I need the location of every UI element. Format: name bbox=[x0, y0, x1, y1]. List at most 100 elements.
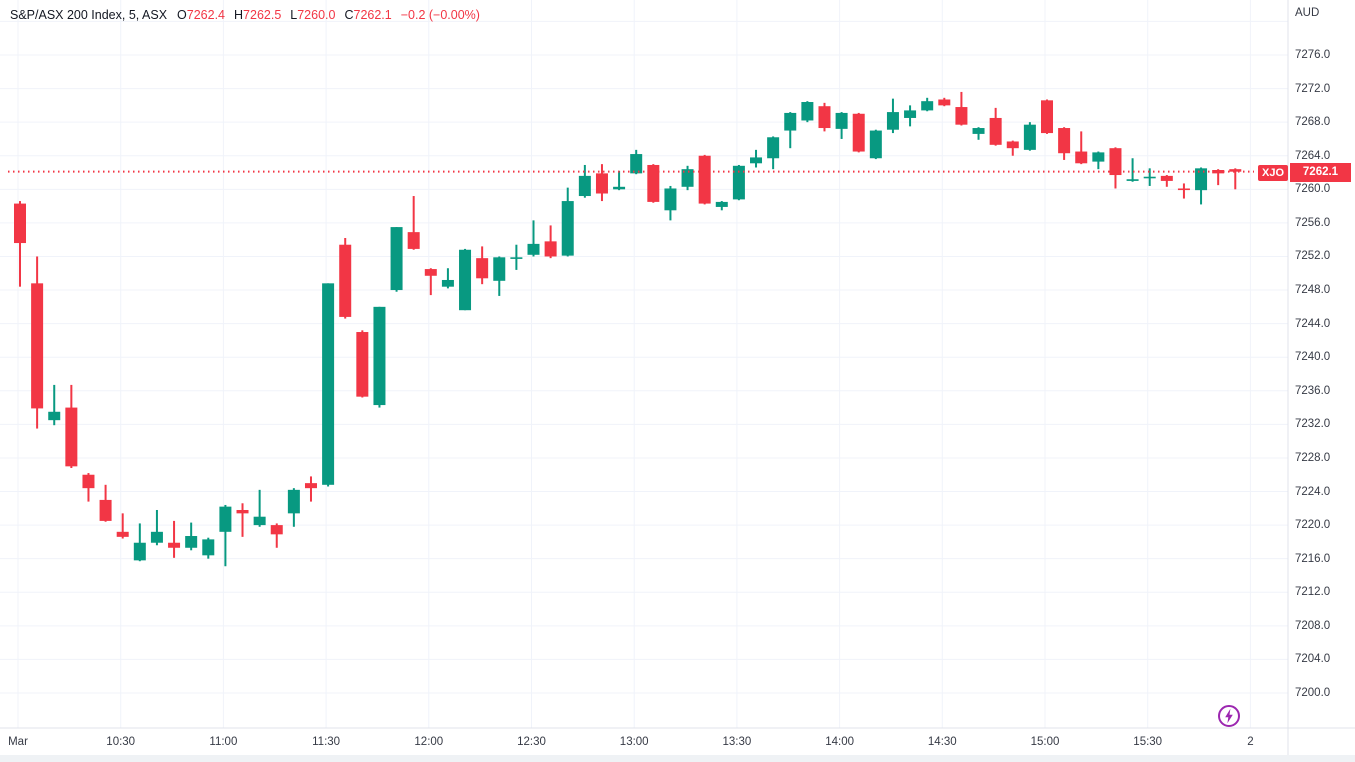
candle[interactable] bbox=[407, 196, 420, 250]
candle[interactable] bbox=[595, 164, 608, 202]
candle[interactable] bbox=[784, 112, 797, 149]
candle[interactable] bbox=[82, 473, 95, 502]
candle[interactable] bbox=[630, 149, 643, 175]
price-tick-label: 7208.0 bbox=[1295, 619, 1331, 632]
candle[interactable] bbox=[339, 238, 352, 319]
candle[interactable] bbox=[510, 244, 523, 270]
candle[interactable] bbox=[972, 127, 985, 140]
vertical-gridlines bbox=[17, 0, 1251, 728]
candle[interactable] bbox=[1229, 168, 1242, 190]
candle[interactable] bbox=[356, 330, 369, 398]
candle[interactable] bbox=[869, 129, 882, 160]
candle[interactable] bbox=[1109, 147, 1122, 189]
candle[interactable] bbox=[1023, 122, 1036, 151]
candle[interactable] bbox=[185, 522, 198, 551]
legend-ohlc-item: O7262.4 bbox=[177, 8, 226, 22]
candle[interactable] bbox=[938, 97, 951, 107]
candle[interactable] bbox=[750, 149, 763, 168]
bottom-edge bbox=[0, 755, 1355, 762]
candle[interactable] bbox=[835, 112, 848, 139]
candle[interactable] bbox=[304, 476, 317, 502]
candle[interactable] bbox=[698, 154, 711, 205]
candle[interactable] bbox=[424, 268, 437, 296]
candle[interactable] bbox=[99, 484, 112, 522]
candle[interactable] bbox=[715, 201, 728, 211]
candle[interactable] bbox=[373, 306, 386, 408]
legend-ohlc-item: H7262.5 bbox=[234, 8, 282, 22]
candle[interactable] bbox=[527, 220, 540, 257]
candle[interactable] bbox=[48, 384, 61, 426]
candle[interactable] bbox=[493, 256, 506, 296]
candle[interactable] bbox=[613, 170, 626, 191]
candle[interactable] bbox=[647, 164, 660, 203]
legend-ohlc-item: L7260.0 bbox=[290, 8, 336, 22]
candle[interactable] bbox=[852, 112, 865, 153]
legend-symbol-title[interactable]: S&P/ASX 200 Index, 5, ASX bbox=[10, 8, 168, 22]
time-tick-label: Mar bbox=[8, 736, 28, 748]
candle[interactable] bbox=[818, 102, 831, 132]
candle[interactable] bbox=[1041, 99, 1054, 134]
time-tick-label: 14:30 bbox=[927, 736, 957, 748]
candle[interactable] bbox=[236, 503, 249, 537]
candle[interactable] bbox=[219, 504, 232, 567]
candle[interactable] bbox=[1126, 158, 1139, 182]
time-tick-label: 12:30 bbox=[517, 736, 546, 748]
time-tick-label: 10:30 bbox=[106, 736, 136, 748]
price-tick-label: 7232.0 bbox=[1295, 418, 1331, 431]
candle[interactable] bbox=[544, 225, 557, 259]
candle[interactable] bbox=[801, 101, 814, 123]
time-tick-label: 11:00 bbox=[209, 736, 238, 748]
candle[interactable] bbox=[955, 91, 968, 126]
candle[interactable] bbox=[1143, 168, 1156, 186]
candle[interactable] bbox=[1006, 140, 1019, 156]
candle[interactable] bbox=[664, 185, 677, 221]
price-tick-label: 7252.0 bbox=[1295, 250, 1331, 263]
time-tick-label: 13:30 bbox=[722, 736, 752, 748]
candle[interactable] bbox=[270, 523, 283, 548]
price-tick-label: 7220.0 bbox=[1295, 519, 1331, 532]
candle[interactable] bbox=[767, 136, 780, 170]
candle[interactable] bbox=[150, 509, 163, 546]
candle[interactable] bbox=[476, 246, 489, 285]
candle[interactable] bbox=[904, 105, 917, 127]
candle[interactable] bbox=[989, 107, 1002, 146]
candle[interactable] bbox=[1177, 183, 1190, 199]
candle[interactable] bbox=[1092, 151, 1105, 170]
candle[interactable] bbox=[287, 488, 300, 527]
candle[interactable] bbox=[681, 165, 694, 191]
candle[interactable] bbox=[1058, 127, 1071, 160]
candle[interactable] bbox=[14, 201, 26, 287]
candle[interactable] bbox=[561, 187, 574, 257]
time-tick-label: 15:00 bbox=[1030, 736, 1060, 748]
candle[interactable] bbox=[578, 164, 591, 198]
candle[interactable] bbox=[390, 227, 403, 292]
candle[interactable] bbox=[1195, 167, 1208, 205]
candle[interactable] bbox=[202, 537, 215, 559]
candle[interactable] bbox=[1075, 131, 1088, 165]
price-tick-label: 7256.0 bbox=[1295, 216, 1331, 229]
candle[interactable] bbox=[253, 489, 266, 527]
candle[interactable] bbox=[459, 248, 472, 311]
candle[interactable] bbox=[441, 268, 454, 289]
candle[interactable] bbox=[31, 256, 44, 429]
candle[interactable] bbox=[921, 97, 934, 112]
lightning-icon[interactable] bbox=[1217, 704, 1241, 728]
price-tick-label: 7244.0 bbox=[1295, 317, 1331, 330]
legend: S&P/ASX 200 Index, 5, ASX O7262.4 H7262.5… bbox=[10, 8, 480, 24]
candle[interactable] bbox=[886, 98, 899, 134]
candle[interactable] bbox=[133, 523, 146, 562]
candle[interactable] bbox=[1160, 175, 1173, 187]
price-tick-label: 7228.0 bbox=[1295, 451, 1331, 464]
price-tick-label: 7212.0 bbox=[1295, 586, 1331, 599]
candle[interactable] bbox=[322, 283, 335, 487]
candle[interactable] bbox=[732, 164, 745, 201]
candle[interactable] bbox=[168, 520, 181, 558]
candle[interactable] bbox=[65, 384, 78, 469]
price-tick-label: 7276.0 bbox=[1295, 49, 1331, 61]
price-tick-label: 7236.0 bbox=[1295, 384, 1331, 397]
price-tick-label: 7200.0 bbox=[1295, 686, 1331, 699]
candle[interactable] bbox=[116, 513, 129, 539]
